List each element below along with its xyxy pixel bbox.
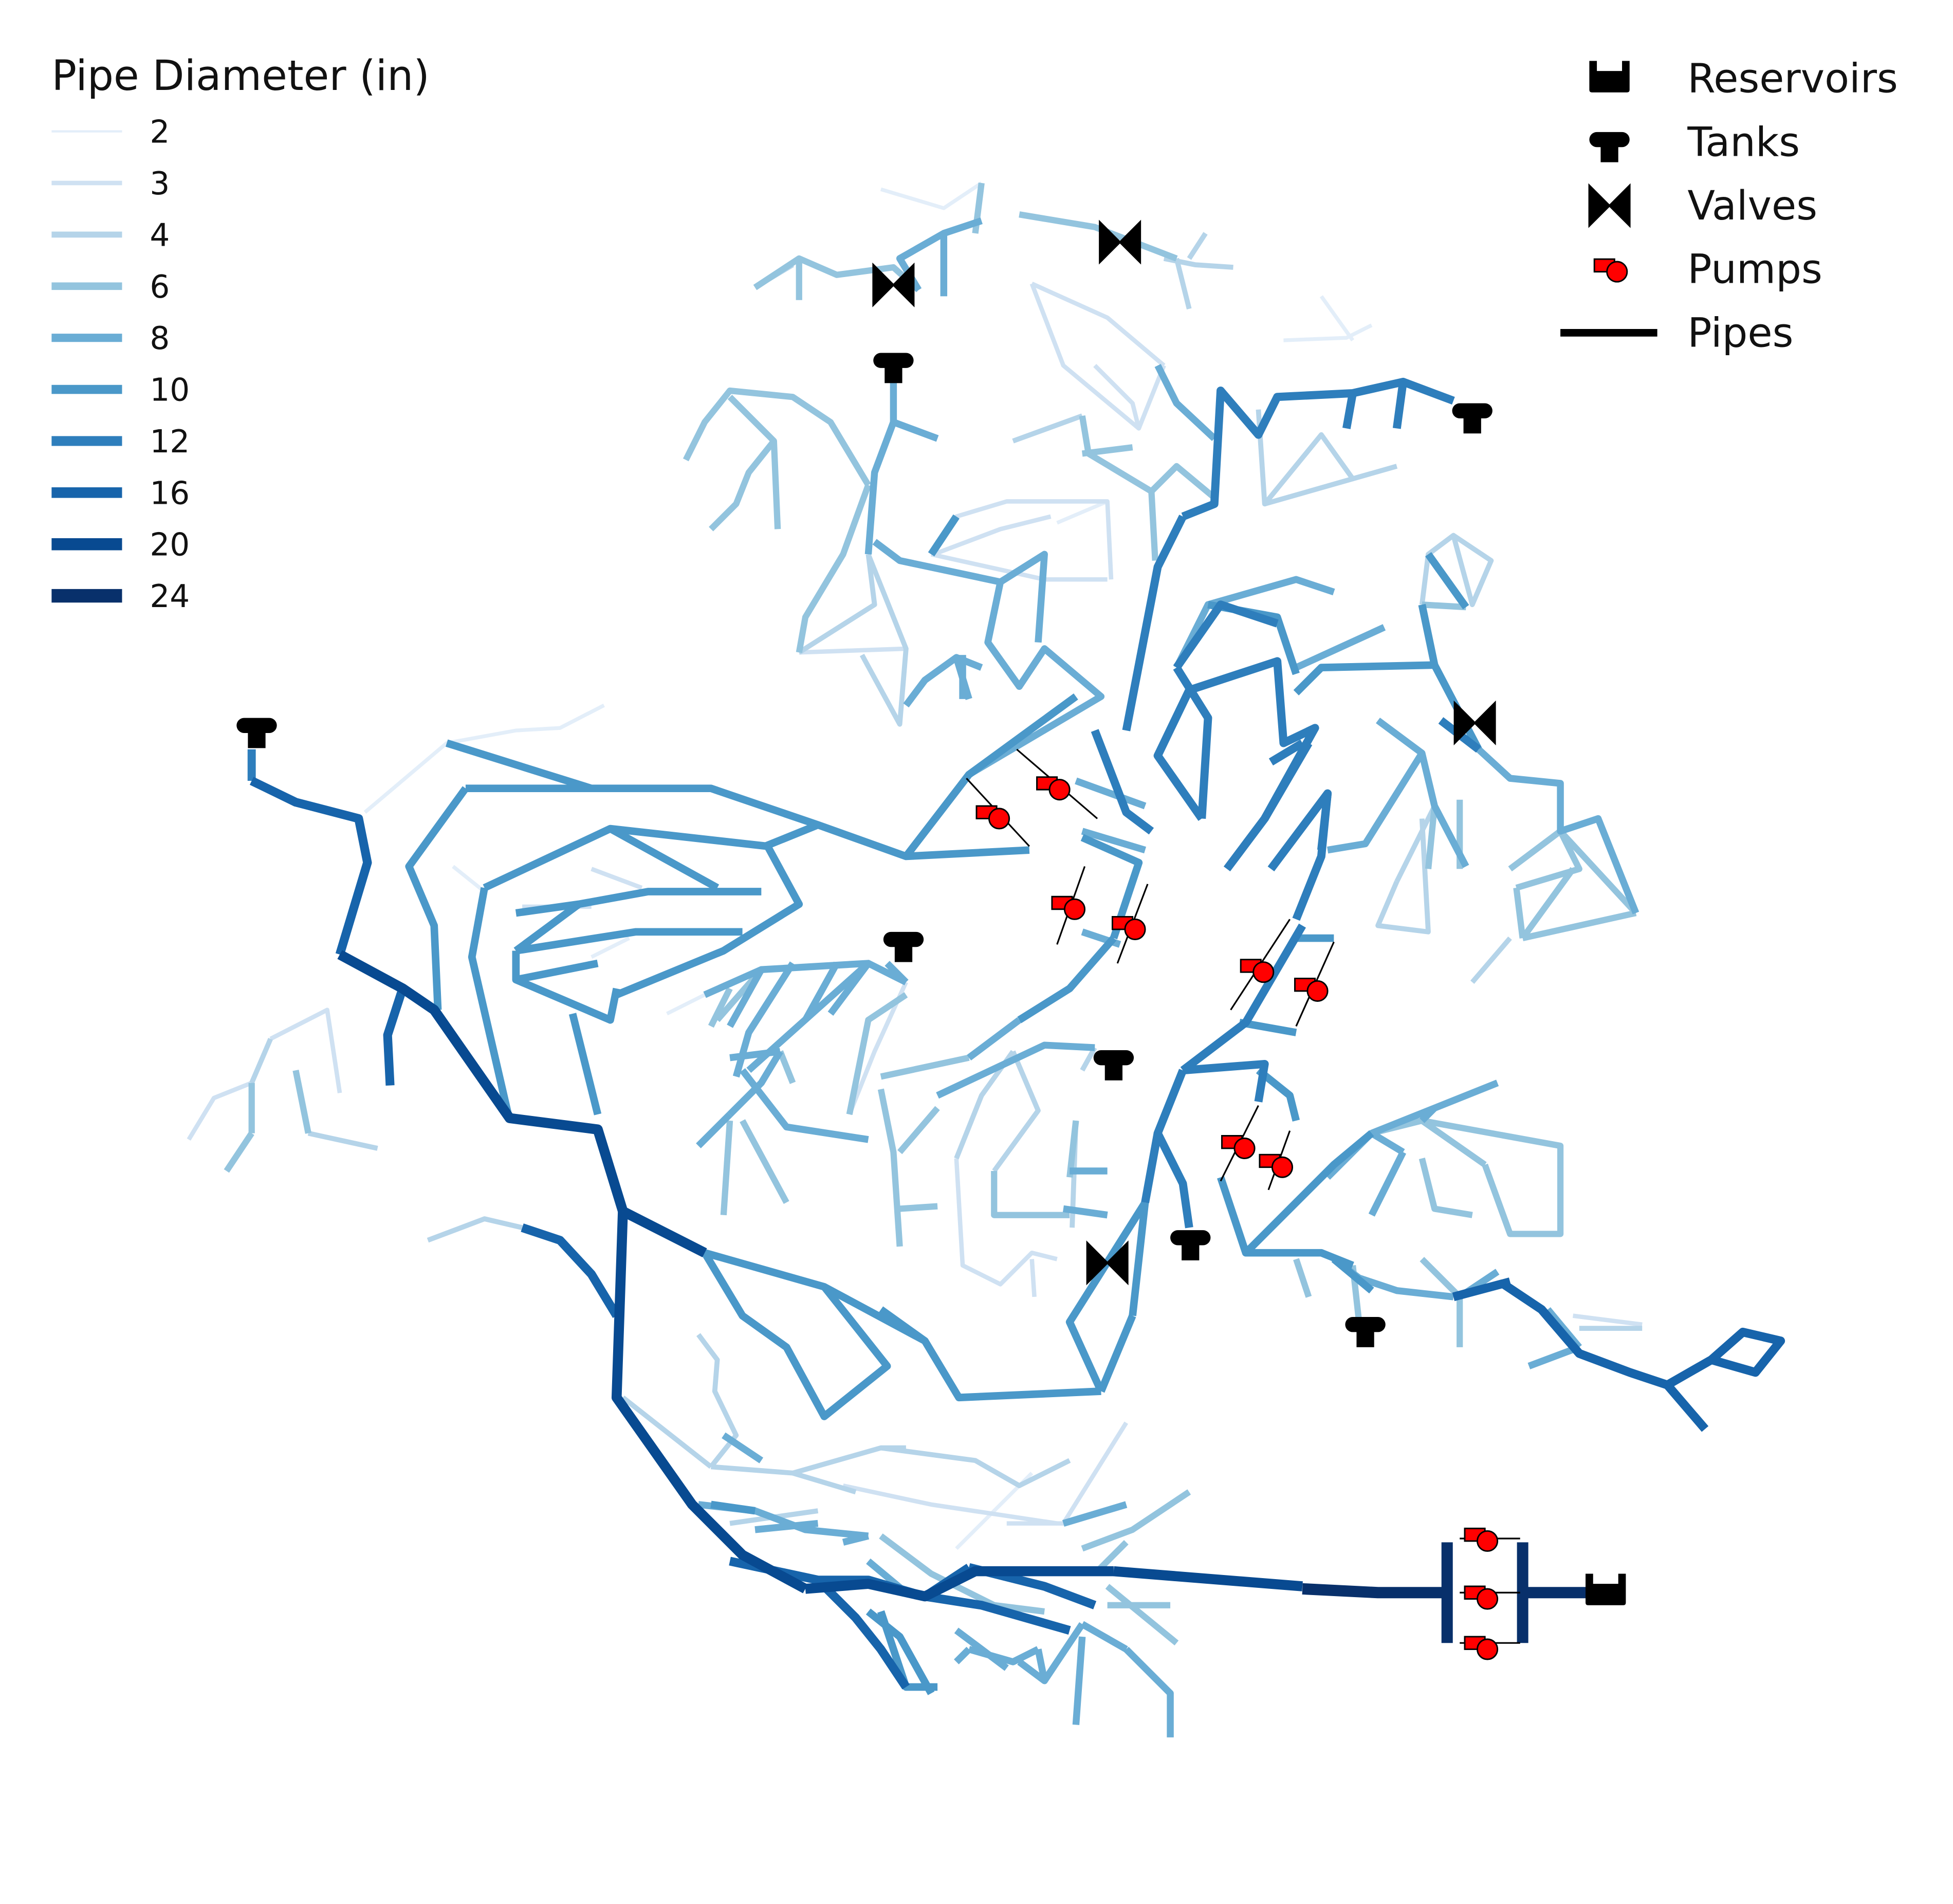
pump-icon: [1111, 916, 1146, 940]
legend-label: 12: [150, 424, 190, 460]
pump-icon: [1051, 895, 1086, 920]
legend-label: 20: [150, 527, 190, 563]
pump-icon: [1593, 258, 1628, 283]
tank-icon: [1589, 132, 1630, 162]
valve-icon: [1099, 219, 1141, 265]
legend-item: 6: [51, 269, 170, 305]
legend-title: Pipe Diameter (in): [51, 52, 430, 100]
legend-label: 8: [150, 320, 170, 357]
legend-label: Reservoirs: [1687, 56, 1897, 102]
tank-icon: [1345, 1317, 1386, 1347]
legend-item: Tanks: [1589, 119, 1800, 166]
legend-label: Valves: [1687, 182, 1817, 229]
legend-label: 2: [150, 114, 170, 151]
legend-label: Tanks: [1687, 119, 1800, 166]
legend-label: Pipes: [1687, 309, 1793, 356]
legend-item: 3: [51, 166, 170, 202]
tank-icon: [1093, 1050, 1134, 1081]
reservoir-icon: [1589, 61, 1630, 93]
tank-icon: [1170, 1230, 1211, 1260]
tank-icon: [236, 718, 277, 748]
legend-label: 4: [150, 217, 170, 253]
legend-item: 8: [51, 320, 170, 357]
tank-icon: [873, 353, 914, 383]
pump-icon: [1221, 1135, 1256, 1160]
symbol-legend: Reservoirs Tanks Valves Pumps Pipes: [1560, 56, 1898, 356]
pump-icon: [1294, 977, 1329, 1002]
legend-item: 2: [51, 114, 170, 151]
pipes-8in: [696, 217, 1639, 1737]
pipes-12in: [247, 377, 1481, 1229]
pipes-4in: [249, 232, 1643, 1526]
valve-icon: [1588, 183, 1631, 228]
valve-icon: [1453, 700, 1496, 745]
pump-connectors: [966, 748, 1520, 1644]
legend-label: 3: [150, 166, 170, 202]
pump-icon: [1464, 1636, 1499, 1660]
tank-icon: [883, 931, 924, 962]
legend-item: 24: [51, 578, 190, 615]
pipes-20in: [337, 950, 1303, 1602]
legend-label: 24: [150, 578, 190, 615]
legend-item: Pumps: [1593, 246, 1822, 293]
pipes-2in: [363, 181, 1373, 1550]
legend-label: Pumps: [1687, 246, 1822, 293]
pipes-10in: [405, 514, 1482, 1695]
legend-item: 20: [51, 527, 190, 563]
pump-icon: [975, 805, 1010, 830]
legend-label: 16: [150, 475, 190, 511]
legend-item: Reservoirs: [1589, 56, 1898, 102]
tank-icon: [1452, 403, 1493, 434]
pump-icon: [1259, 1154, 1294, 1178]
valve-icon: [1086, 1240, 1129, 1286]
legend-item: 12: [51, 424, 190, 460]
legend-item: Pipes: [1560, 309, 1793, 356]
legend-label: 10: [150, 372, 190, 409]
pipes-16in: [249, 777, 1785, 1690]
legend-item: Valves: [1588, 182, 1817, 229]
legend-item: 10: [51, 372, 190, 409]
legend-item: 16: [51, 475, 190, 511]
reservoir-icon: [1586, 1573, 1626, 1605]
valve-icon: [872, 262, 915, 307]
pump-icon: [1036, 776, 1071, 801]
pipes-6in: [224, 182, 1638, 1645]
legend-label: 6: [150, 269, 170, 305]
pipe-network: [187, 181, 1785, 1737]
pump-icon: [1464, 1585, 1499, 1610]
pump-icon: [1464, 1527, 1499, 1552]
pump-icon: [1240, 959, 1275, 983]
pipes-24in: [1302, 1542, 1605, 1643]
legend-item: 4: [51, 217, 170, 253]
pipe-diameter-legend: Pipe Diameter (in) 2 3 4 6 8 10 12 16 20 24: [51, 52, 430, 615]
